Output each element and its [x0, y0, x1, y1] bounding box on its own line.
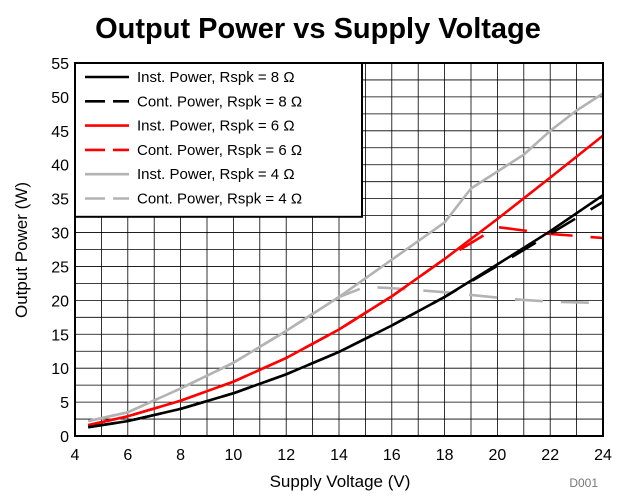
legend-label: Inst. Power, Rspk = 4 Ω: [137, 166, 295, 183]
y-tick-label: 20: [51, 293, 69, 310]
y-tick-label: 30: [51, 226, 69, 243]
x-tick-label: 16: [383, 447, 401, 464]
legend: Inst. Power, Rspk = 8 Ω Cont. Power, Rspk…: [74, 62, 363, 218]
x-tick-label: 8: [176, 447, 185, 464]
y-tick-label: 45: [51, 124, 69, 141]
y-tick-label: 25: [51, 259, 69, 276]
y-tick-label: 15: [51, 327, 69, 344]
legend-label: Inst. Power, Rspk = 8 Ω: [137, 69, 295, 86]
x-tick-label: 10: [225, 447, 243, 464]
x-tick-label: 14: [330, 447, 348, 464]
series-line-4: [87, 225, 604, 427]
legend-label: Inst. Power, Rspk = 6 Ω: [137, 118, 295, 135]
x-tick-label: 22: [541, 447, 559, 464]
y-tick-label: 10: [51, 361, 69, 378]
y-tick-label: 0: [60, 429, 69, 446]
y-tick-label: 50: [51, 90, 69, 107]
legend-label: Cont. Power, Rspk = 4 Ω: [137, 191, 302, 208]
tick-labels: 4 6 8 10 12 14 16 18 20 22 24 0 5 10 15 20 25 30 35 40 45 50 5…: [51, 56, 612, 464]
series-line-2: [88, 200, 604, 429]
x-tick-label: 24: [594, 447, 612, 464]
y-tick-label: 40: [51, 158, 69, 175]
x-tick-label: 4: [71, 447, 80, 464]
x-tick-label: 20: [489, 447, 507, 464]
legend-box: [74, 62, 363, 218]
y-tick-label: 35: [51, 192, 69, 209]
chart-title: Output Power vs Supply Voltage: [95, 13, 541, 45]
y-tick-label: 55: [51, 56, 69, 73]
legend-label: Cont. Power, Rspk = 8 Ω: [137, 93, 302, 110]
y-axis-label: Output Power (W): [12, 182, 31, 318]
series-line-3: [87, 134, 604, 427]
y-tick-label: 5: [60, 395, 69, 412]
x-tick-label: 6: [123, 447, 132, 464]
series-line-6: [87, 285, 604, 423]
figure-code: D001: [569, 476, 598, 490]
legend-label: Cont. Power, Rspk = 6 Ω: [137, 142, 302, 159]
x-tick-label: 12: [277, 447, 295, 464]
x-axis-label: Supply Voltage (V): [270, 472, 411, 491]
series-group: [87, 92, 604, 429]
x-tick-label: 18: [436, 447, 454, 464]
series-line-1: [88, 194, 604, 429]
